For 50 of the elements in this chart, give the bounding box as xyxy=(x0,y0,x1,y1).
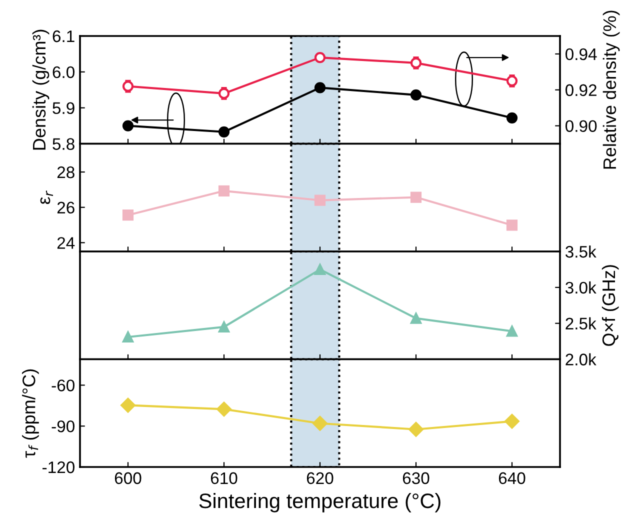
point xyxy=(506,75,518,86)
point xyxy=(312,416,328,431)
y2-tick-label: 2.0k xyxy=(566,353,596,366)
point xyxy=(410,192,422,203)
point xyxy=(216,402,232,417)
y2-tick-label: 3.0k xyxy=(565,281,596,294)
point xyxy=(408,422,424,437)
y-tick-label: 26 xyxy=(57,202,74,214)
y-tick-label: 5.8 xyxy=(52,138,74,150)
y2-tick-label: 0.90 xyxy=(566,120,597,132)
x-tick-label: 620 xyxy=(306,472,334,484)
point xyxy=(410,89,422,100)
point xyxy=(120,398,136,413)
point xyxy=(122,210,134,221)
point xyxy=(314,52,326,64)
point xyxy=(218,126,230,138)
y2-tick-label: 2.5k xyxy=(566,317,596,330)
point xyxy=(314,194,326,206)
x-tick-label: 630 xyxy=(402,472,430,484)
x-tick-label: 640 xyxy=(498,472,526,484)
point xyxy=(504,414,520,429)
y-tick-label: 6.1 xyxy=(52,30,74,42)
y-tick-label: 5.9 xyxy=(52,102,74,114)
x-tick-label: 600 xyxy=(114,472,142,484)
y-axis-title: τ$_{f}$ (ppm/°C) xyxy=(22,369,39,458)
x-axis-title: Sintering temperature (°C) xyxy=(199,492,440,512)
y-axis-title: Density (g/cm³) xyxy=(32,30,50,150)
y-tick-label: 6.0 xyxy=(52,66,74,78)
point xyxy=(314,82,326,94)
point xyxy=(218,185,230,196)
y2-tick-label: 0.92 xyxy=(566,84,596,96)
point xyxy=(410,312,422,324)
point xyxy=(122,120,134,132)
point xyxy=(218,321,230,332)
y2-tick-label: 0.94 xyxy=(566,48,597,60)
point xyxy=(314,264,326,276)
y-tick-label: 28 xyxy=(57,166,74,178)
y2-axis-title: Q×f (GHz) xyxy=(602,265,619,346)
y2-axis-title: Relative density (%) xyxy=(602,10,620,169)
point xyxy=(506,326,518,337)
point xyxy=(506,112,518,124)
y2-tick-label: 3.5k xyxy=(565,245,596,258)
y-axis-title: ε$_{r}$ xyxy=(40,190,54,204)
point xyxy=(506,220,518,231)
y-tick-label: -120 xyxy=(42,461,74,474)
x-tick-label: 610 xyxy=(210,472,238,484)
y-tick-label: -90 xyxy=(52,420,74,432)
y-tick-label: -60 xyxy=(52,380,74,392)
point xyxy=(122,331,134,343)
y-tick-label: 24 xyxy=(57,237,75,249)
